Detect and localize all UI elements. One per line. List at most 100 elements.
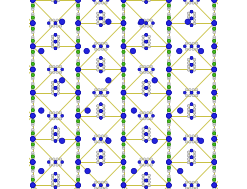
Circle shape	[31, 16, 34, 19]
Circle shape	[7, 48, 10, 50]
Circle shape	[31, 72, 34, 74]
Circle shape	[122, 27, 125, 30]
Circle shape	[193, 161, 196, 164]
Circle shape	[233, 39, 235, 41]
Circle shape	[190, 184, 193, 187]
Circle shape	[236, 179, 238, 182]
Circle shape	[97, 62, 99, 64]
Circle shape	[142, 88, 144, 91]
Circle shape	[148, 35, 150, 38]
Circle shape	[145, 80, 147, 82]
Circle shape	[31, 120, 34, 123]
Circle shape	[184, 184, 186, 187]
Circle shape	[76, 136, 81, 141]
Circle shape	[101, 42, 104, 45]
Circle shape	[9, 63, 12, 66]
Circle shape	[103, 115, 105, 117]
Circle shape	[167, 59, 170, 61]
Circle shape	[167, 50, 170, 52]
Circle shape	[167, 134, 170, 136]
Circle shape	[166, 136, 171, 141]
Circle shape	[213, 168, 216, 171]
Circle shape	[122, 110, 125, 112]
Circle shape	[53, 112, 55, 114]
Circle shape	[195, 141, 198, 143]
Circle shape	[193, 154, 196, 157]
Circle shape	[6, 69, 8, 71]
Circle shape	[31, 49, 34, 51]
Circle shape	[142, 181, 144, 184]
Circle shape	[190, 45, 193, 48]
Circle shape	[167, 99, 170, 101]
Circle shape	[122, 145, 125, 148]
Circle shape	[148, 92, 150, 94]
Circle shape	[122, 39, 125, 42]
Circle shape	[9, 110, 12, 112]
Circle shape	[145, 179, 148, 182]
Circle shape	[213, 62, 216, 65]
Circle shape	[142, 135, 144, 137]
Circle shape	[213, 29, 216, 32]
Circle shape	[192, 94, 194, 97]
Circle shape	[56, 112, 59, 114]
Circle shape	[236, 33, 238, 36]
Circle shape	[57, 138, 60, 141]
Circle shape	[167, 118, 170, 121]
Circle shape	[213, 128, 216, 131]
Circle shape	[9, 184, 12, 187]
Circle shape	[77, 17, 80, 20]
Circle shape	[167, 76, 170, 78]
Circle shape	[105, 42, 107, 45]
Circle shape	[213, 41, 216, 44]
Circle shape	[98, 181, 100, 184]
Circle shape	[145, 40, 148, 43]
Circle shape	[97, 115, 99, 117]
Circle shape	[143, 117, 146, 120]
Circle shape	[77, 95, 80, 98]
Circle shape	[9, 45, 11, 48]
Circle shape	[167, 72, 170, 74]
Circle shape	[12, 15, 14, 18]
Circle shape	[237, 117, 240, 120]
Circle shape	[213, 26, 216, 29]
Circle shape	[152, 138, 157, 143]
Circle shape	[57, 0, 60, 2]
Circle shape	[57, 85, 60, 88]
Circle shape	[61, 68, 64, 71]
Circle shape	[7, 2, 10, 4]
Circle shape	[31, 74, 34, 77]
Circle shape	[148, 0, 150, 2]
Circle shape	[100, 156, 102, 159]
Circle shape	[187, 15, 190, 18]
Circle shape	[97, 58, 99, 61]
Circle shape	[190, 57, 193, 59]
Circle shape	[185, 141, 188, 143]
Circle shape	[77, 86, 80, 89]
Circle shape	[151, 22, 154, 25]
Circle shape	[97, 151, 99, 153]
Circle shape	[99, 63, 102, 66]
Circle shape	[56, 158, 59, 160]
Circle shape	[77, 41, 80, 44]
Circle shape	[31, 2, 34, 5]
Circle shape	[57, 174, 60, 177]
Circle shape	[76, 183, 81, 188]
Circle shape	[31, 26, 34, 28]
Circle shape	[193, 62, 196, 64]
Circle shape	[213, 99, 216, 101]
Circle shape	[234, 19, 236, 22]
Circle shape	[6, 154, 8, 157]
Circle shape	[93, 137, 96, 140]
Circle shape	[76, 0, 81, 2]
Circle shape	[103, 62, 105, 64]
Circle shape	[54, 68, 57, 71]
Circle shape	[236, 80, 238, 82]
Circle shape	[51, 128, 54, 130]
Circle shape	[51, 174, 54, 177]
Circle shape	[103, 154, 105, 157]
Circle shape	[31, 86, 34, 89]
Circle shape	[213, 147, 216, 149]
Circle shape	[190, 70, 193, 73]
Circle shape	[122, 38, 125, 40]
Circle shape	[236, 126, 238, 129]
